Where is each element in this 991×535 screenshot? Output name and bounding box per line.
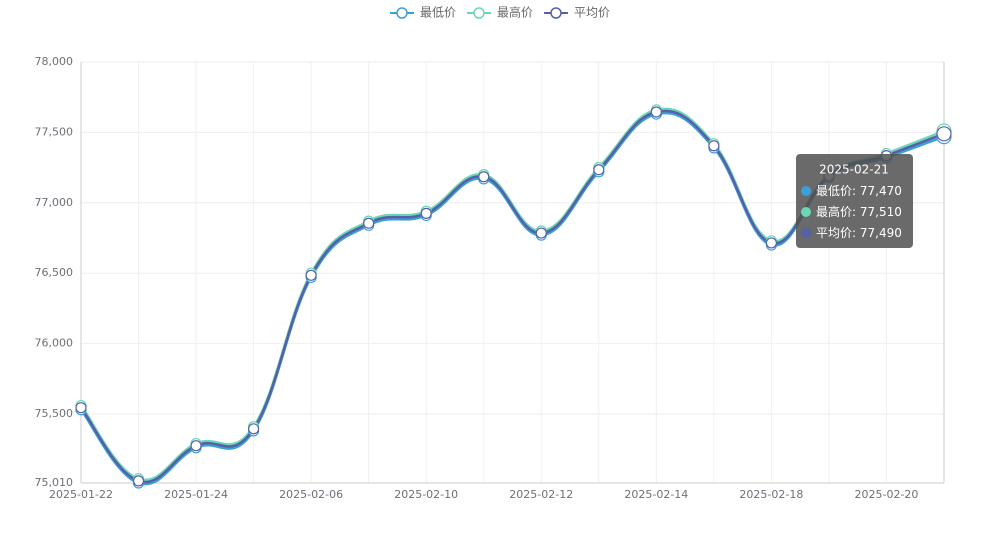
legend-label: 最低价 [420, 6, 456, 20]
x-tick-label: 2025-02-14 [624, 488, 688, 501]
tooltip-box [796, 154, 913, 248]
x-tick-label: 2025-01-22 [49, 488, 113, 501]
tooltip-name: 平均价 [816, 226, 852, 240]
legend: 最低价 最高价 平均价 [390, 5, 610, 20]
series-line [80, 109, 945, 484]
data-point [190, 440, 202, 452]
data-point [765, 237, 778, 249]
legend-label: 平均价 [574, 6, 610, 20]
x-tick-label: 2025-02-18 [739, 488, 803, 501]
tooltip-row: 最高价: 77,510 [816, 204, 902, 219]
tooltip-value: 77,470 [860, 184, 902, 198]
legend-icon [550, 7, 562, 19]
x-tick-label: 2025-02-10 [394, 488, 458, 501]
data-point [305, 269, 317, 281]
data-point [132, 475, 145, 487]
data-point [708, 140, 720, 152]
x-tick-label: 2025-01-24 [164, 488, 228, 501]
data-point [248, 423, 260, 435]
tooltip-name: 最低价 [816, 184, 852, 198]
legend-icon [473, 7, 485, 19]
tooltip: 2025-02-21 最低价: 77,470 最高价: 77,510 平均价: 77,… [796, 154, 913, 248]
y-tick-label: 75,500 [35, 407, 74, 420]
legend-label: 最高价 [497, 5, 533, 20]
tooltip-dot [801, 186, 811, 196]
legend-icon [396, 7, 408, 19]
tooltip-dot [801, 207, 811, 217]
tooltip-name: 最高价 [816, 204, 852, 219]
y-tick-label: 75,010 [35, 476, 74, 489]
y-tick-label: 76,500 [35, 266, 74, 279]
tooltip-value: 77,510 [860, 205, 902, 219]
data-point [593, 164, 605, 176]
data-point [420, 207, 432, 219]
tooltip-row: 最低价: 77,470 [816, 184, 902, 198]
y-tick-label: 77,000 [35, 196, 74, 209]
tooltip-row: 平均价: 77,490 [816, 226, 902, 240]
grid: 75,010 75,500 76,000 76,500 77,000 77,500 78,0… [35, 55, 945, 501]
tooltip-sep: : [852, 184, 860, 198]
y-tick-label: 76,000 [35, 337, 74, 350]
data-point [535, 227, 547, 239]
x-tick-label: 2025-02-12 [509, 488, 573, 501]
data-point [478, 171, 490, 183]
x-tick-label: 2025-02-20 [854, 488, 918, 501]
tooltip-title: 2025-02-21 [819, 163, 889, 177]
tooltip-sep: : [852, 226, 860, 240]
tooltip-sep: : [852, 205, 860, 219]
tooltip-value: 77,490 [860, 226, 902, 240]
data-point [363, 217, 375, 229]
data-point [936, 126, 952, 142]
data-point [650, 106, 662, 118]
y-tick-label: 78,000 [35, 55, 74, 68]
x-tick-label: 2025-02-06 [279, 488, 343, 501]
data-point [75, 402, 87, 414]
tooltip-dot [801, 228, 811, 238]
y-tick-label: 77,500 [35, 125, 74, 138]
